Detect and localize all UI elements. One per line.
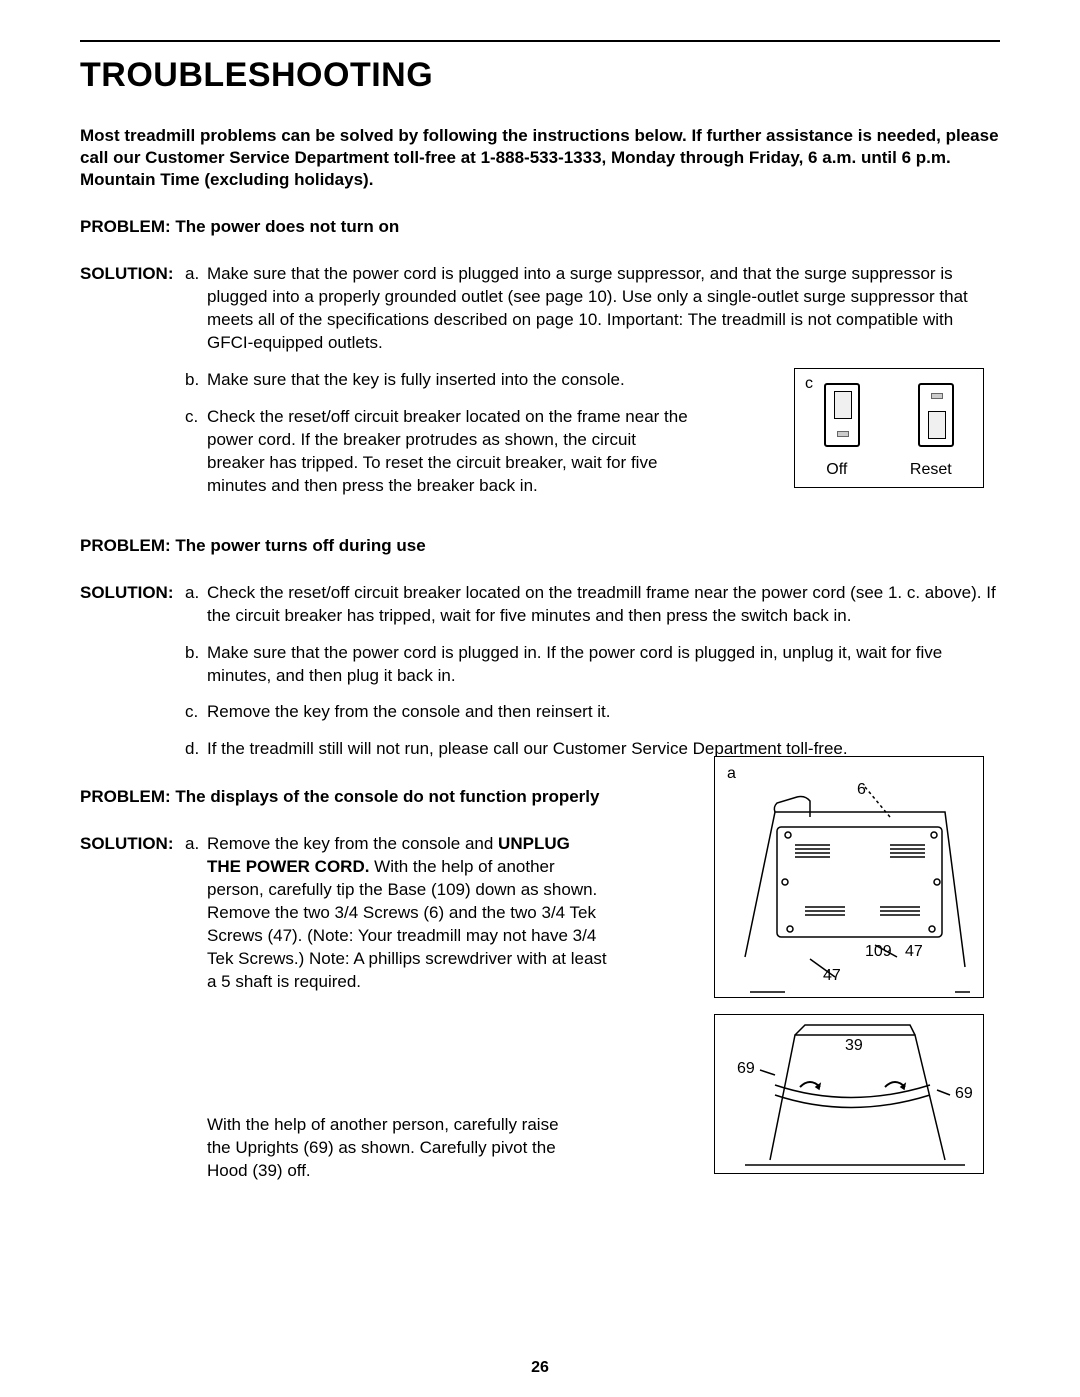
solution-row: c. Remove the key from the console and t… <box>80 701 1000 724</box>
solution-lead: SOLUTION: <box>80 263 185 355</box>
callout-47-b: 47 <box>823 967 841 985</box>
solution-letter: d. <box>185 738 207 761</box>
treadmill-base-icon <box>715 757 985 999</box>
figure-b-uprights: 39 69 69 <box>714 1014 984 1174</box>
solution-text: With the help of another person, careful… <box>207 1114 577 1183</box>
solution-text: Make sure that the power cord is plugged… <box>207 642 1000 688</box>
solution-text: Make sure that the power cord is plugged… <box>207 263 1000 355</box>
label-reset: Reset <box>910 461 952 479</box>
label-off: Off <box>826 461 847 479</box>
solution-lead: SOLUTION: <box>80 582 185 628</box>
problem-1-label: PROBLEM: The power does not turn on <box>80 217 1000 237</box>
solution-2: SOLUTION: a. Check the reset/off circuit… <box>80 582 1000 762</box>
callout-109: 109 <box>865 943 892 961</box>
solution-letter: c. <box>185 406 207 498</box>
solution-text: Check the reset/off circuit breaker loca… <box>207 582 1000 628</box>
problem-2-label: PROBLEM: The power turns off during use <box>80 536 1000 556</box>
solution-letter: b. <box>185 642 207 688</box>
breaker-reset-icon <box>918 383 954 447</box>
page-title: TROUBLESHOOTING <box>80 56 1000 95</box>
sol3a-post: With the help of another person, careful… <box>207 857 607 991</box>
callout-69-left: 69 <box>737 1060 755 1078</box>
solution-lead-empty <box>80 369 185 392</box>
solution-lead: SOLUTION: <box>80 833 185 994</box>
solution-text: Check the reset/off circuit breaker loca… <box>207 406 697 498</box>
intro-paragraph: Most treadmill problems can be solved by… <box>80 125 1000 191</box>
solution-letter: a. <box>185 263 207 355</box>
sol3a-pre: Remove the key from the console and <box>207 834 498 853</box>
callout-47: 47 <box>905 943 923 961</box>
breaker-off-icon <box>824 383 860 447</box>
figure-c-breaker: c Off Reset <box>794 368 984 488</box>
figure-a-tag: a <box>727 765 736 783</box>
top-rule <box>80 40 1000 42</box>
solution-letter: c. <box>185 701 207 724</box>
solution-letter: b. <box>185 369 207 392</box>
page-number: 26 <box>0 1359 1080 1377</box>
solution-text: Remove the key from the console and then… <box>207 701 1000 724</box>
callout-69-right: 69 <box>955 1085 973 1103</box>
solution-letter: a. <box>185 833 207 994</box>
solution-lead-empty <box>80 406 185 498</box>
solution-row: b. Make sure that the power cord is plug… <box>80 642 1000 688</box>
callout-39: 39 <box>845 1037 863 1055</box>
solution-letter: a. <box>185 582 207 628</box>
callout-6: 6 <box>857 781 866 799</box>
solution-row: SOLUTION: a. Check the reset/off circuit… <box>80 582 1000 628</box>
figure-a-base: a 6 109 47 47 <box>714 756 984 998</box>
solution-row: SOLUTION: a. Make sure that the power co… <box>80 263 1000 355</box>
solution-text: Remove the key from the console and UNPL… <box>207 833 607 994</box>
